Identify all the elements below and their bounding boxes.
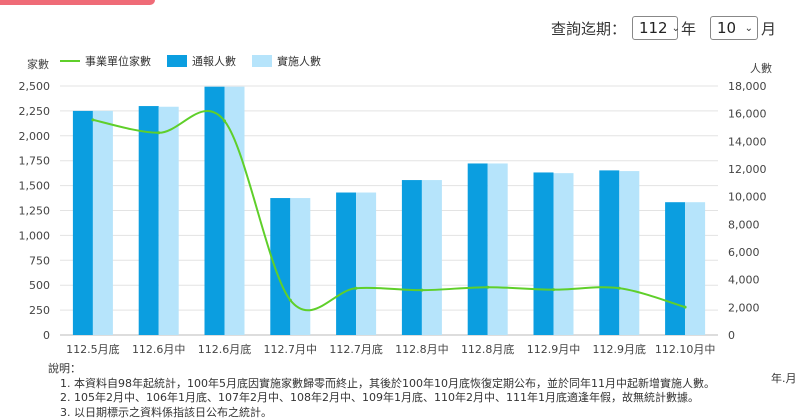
note-item-2: 2. 105年2月中、106年1月底、107年2月中、108年2月中、109年1… xyxy=(48,391,715,406)
left-tick-label: 2,250 xyxy=(19,105,51,118)
month-select[interactable]: 10 ⌄ xyxy=(710,16,758,40)
bar xyxy=(554,173,574,335)
bar xyxy=(270,198,290,335)
left-tick-label: 0 xyxy=(43,329,50,342)
left-tick-label: 1,750 xyxy=(19,155,51,168)
left-tick-label: 2,000 xyxy=(19,130,51,143)
legend-label: 實施人數 xyxy=(277,54,321,68)
chevron-down-icon: ⌄ xyxy=(745,23,753,34)
bar xyxy=(336,193,356,335)
x-tick-label: 112.6月底 xyxy=(198,342,252,356)
line-point xyxy=(157,131,160,134)
line-point xyxy=(486,286,489,289)
bar xyxy=(599,170,619,335)
x-axis-unit: 年.月 xyxy=(771,370,797,386)
x-tick-label: 112.7月底 xyxy=(329,342,383,356)
right-tick-label: 2,000 xyxy=(728,301,760,314)
x-tick-label: 112.8月底 xyxy=(461,342,515,356)
query-label: 查詢迄期： xyxy=(551,18,626,39)
left-tick-label: 750 xyxy=(29,254,50,267)
year-select-value: 112 xyxy=(639,19,668,37)
bar xyxy=(402,180,422,335)
line-point xyxy=(420,289,423,292)
legend-bar-swatch xyxy=(252,55,272,67)
year-unit: 年 xyxy=(681,18,696,39)
right-tick-label: 8,000 xyxy=(728,218,760,231)
chevron-down-icon: ⌄ xyxy=(672,23,680,34)
right-tick-label: 18,000 xyxy=(728,80,767,93)
bar xyxy=(488,163,508,335)
note-item-1: 1. 本資料自98年起統計，100年5月底因實施家數歸零而終止，其後於100年1… xyxy=(48,377,715,392)
bar xyxy=(159,107,179,335)
bar xyxy=(665,202,685,335)
bar xyxy=(73,111,93,335)
bar xyxy=(468,163,488,335)
right-tick-label: 10,000 xyxy=(728,191,767,204)
left-tick-label: 1,500 xyxy=(19,180,51,193)
x-tick-label: 112.6月中 xyxy=(132,343,186,356)
left-tick-label: 500 xyxy=(29,279,50,292)
line-point xyxy=(552,288,555,291)
chart: 0 250 500 750 1,000 1,250 1,500 1,750 2,000 2,250… xyxy=(0,50,800,360)
left-tick-label: 1,000 xyxy=(19,229,51,242)
month-select-value: 10 xyxy=(717,19,736,37)
x-tick-label: 112.10月中 xyxy=(655,343,716,356)
left-tick-label: 1,250 xyxy=(19,205,51,218)
bar xyxy=(290,198,310,335)
x-tick-label: 112.9月中 xyxy=(527,343,581,356)
left-tick-label: 250 xyxy=(29,304,50,317)
line-point xyxy=(91,118,94,121)
left-tick-label: 2,500 xyxy=(19,80,51,93)
line-point xyxy=(289,299,292,302)
x-tick-label: 112.5月底 xyxy=(66,342,120,356)
right-tick-label: 14,000 xyxy=(728,135,767,148)
x-tick-label: 112.9月底 xyxy=(593,342,647,356)
notes: 說明： 1. 本資料自98年起統計，100年5月底因實施家數歸零而終止，其後於1… xyxy=(48,362,715,420)
line-point xyxy=(684,306,687,309)
line-point xyxy=(618,287,621,290)
legend-label: 通報人數 xyxy=(192,55,236,68)
right-tick-label: 6,000 xyxy=(728,246,760,259)
legend-bar-swatch xyxy=(167,55,187,67)
bar xyxy=(619,171,639,335)
bar xyxy=(205,87,225,335)
bar xyxy=(534,172,554,335)
bar xyxy=(685,202,705,335)
legend-label: 事業單位家數 xyxy=(85,54,151,68)
query-bar: 查詢迄期： 112 ⌄ 年 10 ⌄ 月 xyxy=(551,16,776,40)
left-axis-title: 家數 xyxy=(27,57,49,71)
right-tick-label: 4,000 xyxy=(728,274,760,287)
bar xyxy=(139,106,159,335)
month-unit: 月 xyxy=(761,18,776,39)
x-tick-label: 112.7月中 xyxy=(264,343,318,356)
top-accent-bar xyxy=(0,0,155,5)
year-select[interactable]: 112 ⌄ xyxy=(632,16,678,40)
notes-title: 說明： xyxy=(48,362,715,377)
right-tick-label: 12,000 xyxy=(728,163,767,176)
line-point xyxy=(223,119,226,122)
right-tick-label: 0 xyxy=(728,329,735,342)
bar xyxy=(93,111,113,335)
x-tick-label: 112.8月中 xyxy=(395,343,449,356)
right-axis-title: 人數 xyxy=(750,62,772,75)
bar xyxy=(422,180,442,335)
line-point xyxy=(355,287,358,290)
right-tick-label: 16,000 xyxy=(728,108,767,121)
bar xyxy=(356,193,376,335)
